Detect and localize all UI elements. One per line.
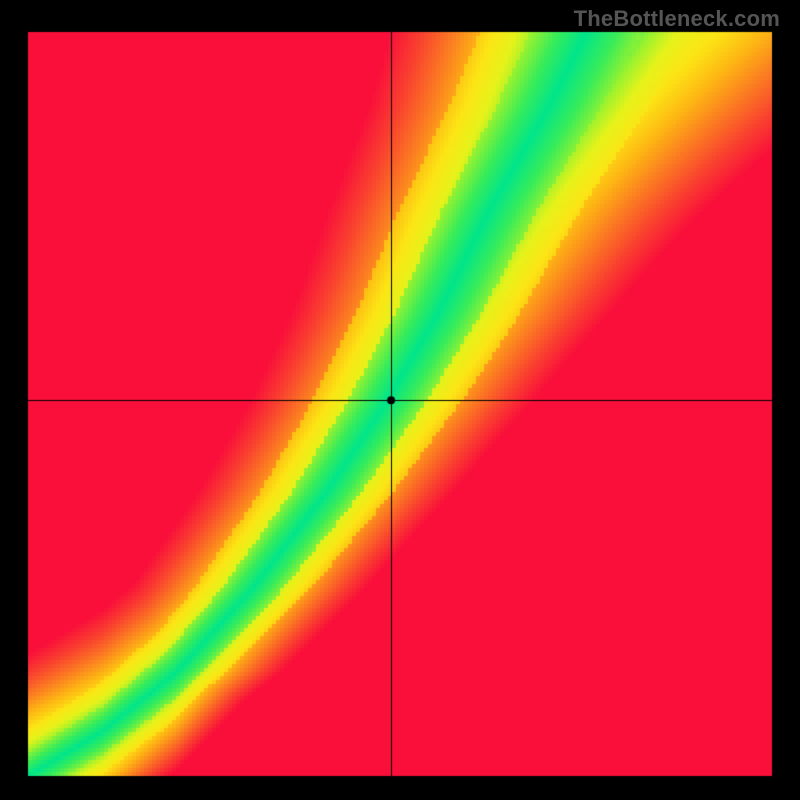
watermark-text: TheBottleneck.com xyxy=(574,6,780,32)
heatmap-canvas xyxy=(0,0,800,800)
chart-container: TheBottleneck.com xyxy=(0,0,800,800)
